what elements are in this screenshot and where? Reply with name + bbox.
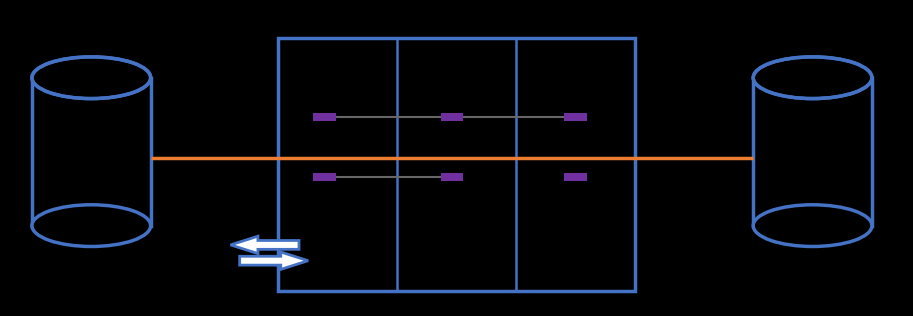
Bar — [440, 113, 463, 121]
Bar — [564, 173, 587, 181]
Bar — [312, 113, 335, 121]
Bar — [753, 78, 872, 226]
Bar — [440, 173, 463, 181]
FancyArrow shape — [230, 236, 299, 253]
Ellipse shape — [765, 61, 860, 95]
Bar — [32, 78, 151, 226]
Ellipse shape — [753, 57, 872, 99]
Ellipse shape — [753, 205, 872, 246]
Ellipse shape — [32, 205, 151, 246]
FancyArrow shape — [239, 252, 308, 269]
Bar — [564, 113, 587, 121]
Bar — [312, 173, 335, 181]
Ellipse shape — [44, 61, 140, 95]
Ellipse shape — [32, 57, 151, 99]
Bar — [278, 38, 635, 291]
